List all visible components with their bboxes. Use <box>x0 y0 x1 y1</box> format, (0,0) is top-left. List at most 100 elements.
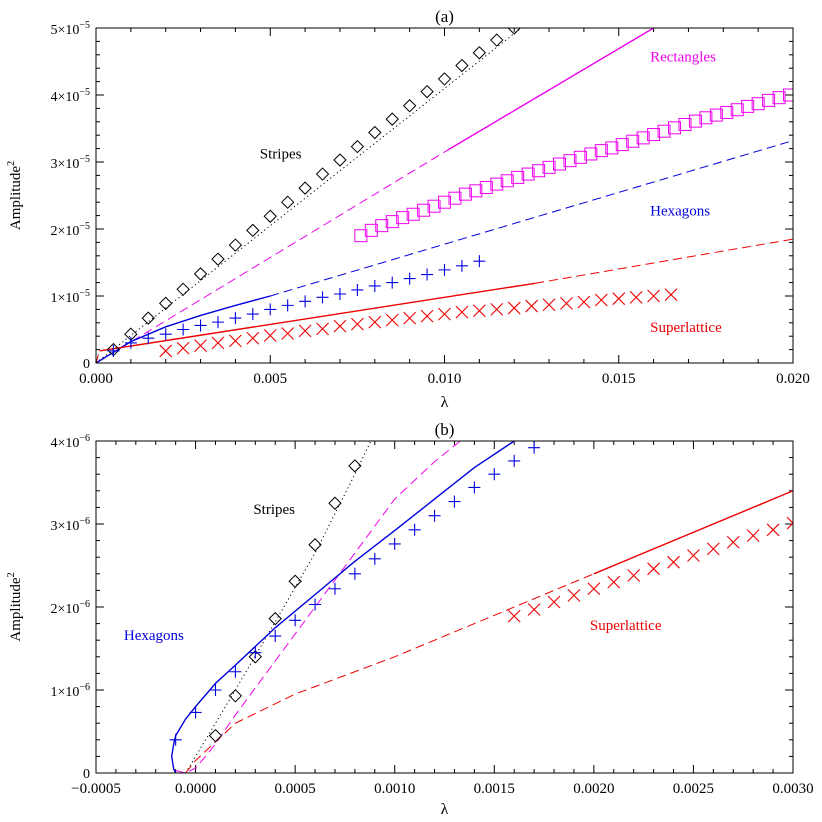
diamond-marker <box>228 689 243 703</box>
x-tick-label: 0.020 <box>776 371 810 387</box>
diamond-marker <box>248 650 263 664</box>
x-marker <box>385 313 399 327</box>
square-marker <box>406 207 420 221</box>
square-marker <box>521 167 535 181</box>
x-marker <box>159 344 173 358</box>
plus-marker <box>264 303 277 316</box>
panel-title: (b) <box>435 420 455 439</box>
diamond-marker <box>420 84 434 99</box>
plus-marker <box>448 495 461 508</box>
square-marker <box>584 147 598 161</box>
series-line <box>96 149 449 363</box>
diamond-marker <box>507 28 521 35</box>
square-marker <box>532 164 546 178</box>
square-marker <box>469 184 483 198</box>
series-line <box>593 490 793 575</box>
x-marker <box>281 327 295 340</box>
x-marker <box>612 292 626 306</box>
annotation-label: Superlattice <box>650 320 722 336</box>
x-marker <box>567 588 581 602</box>
diamond-marker <box>141 311 155 325</box>
diamond-marker <box>208 728 223 743</box>
plus-marker <box>473 255 486 268</box>
x-marker <box>664 288 678 302</box>
plus-marker <box>351 283 364 296</box>
x-tick-label: 0.0005 <box>275 781 316 797</box>
plot-frame <box>95 27 794 364</box>
square-marker <box>594 144 608 158</box>
x-marker <box>368 315 382 329</box>
diamond-marker <box>333 153 347 167</box>
square-marker <box>500 174 514 188</box>
square-marker <box>699 111 713 125</box>
panel-title: (a) <box>435 7 454 26</box>
annotation-label: Rectangles <box>650 50 716 66</box>
square-marker <box>741 99 755 113</box>
diamond-marker <box>268 611 282 626</box>
x-tick-label: −0.0005 <box>71 781 121 797</box>
x-tick-label: 0.000 <box>79 371 113 387</box>
plus-marker <box>488 468 501 481</box>
x-marker <box>577 295 591 309</box>
y-tick-base: 4×10 <box>50 90 79 105</box>
x-marker <box>746 529 760 543</box>
y-tick-base: 2×10 <box>50 602 79 617</box>
annotation-label: Hexagons <box>124 628 184 644</box>
plus-marker <box>386 276 399 289</box>
x-marker <box>507 609 521 623</box>
diamond-marker <box>328 496 342 510</box>
y-tick-label: 4×10−6 <box>50 433 90 451</box>
x-marker <box>607 575 621 589</box>
x-marker <box>687 549 700 562</box>
y-tick-exp: −6 <box>79 516 90 527</box>
square-marker <box>688 114 702 128</box>
series-line <box>96 350 100 363</box>
square-marker <box>709 108 723 122</box>
plot-area <box>169 441 793 773</box>
plus-marker <box>328 582 341 595</box>
diamond-marker <box>308 538 322 552</box>
plus-marker <box>368 279 381 292</box>
square-marker <box>354 229 368 243</box>
y-tick-base: 3×10 <box>50 157 79 172</box>
plus-marker <box>107 344 120 357</box>
square-marker <box>573 150 587 164</box>
y-axis-label-text: Amplitude <box>8 166 24 231</box>
x-tick-label: 0.0000 <box>175 781 216 797</box>
x-tick-label: 0.0030 <box>772 781 813 797</box>
diamond-marker <box>368 125 382 140</box>
x-marker <box>706 542 720 556</box>
diamond-marker <box>472 46 487 60</box>
plus-marker <box>455 259 468 272</box>
series-line <box>270 140 793 297</box>
y-axis-label: Amplitude2 <box>6 161 24 230</box>
diamond-marker <box>263 209 277 223</box>
y-tick-label: 0 <box>83 767 90 782</box>
plus-marker <box>209 684 222 696</box>
y-tick-base: 5×10 <box>50 23 79 38</box>
x-marker <box>527 603 541 616</box>
square-marker <box>657 124 671 138</box>
annotation-label: Stripes <box>253 502 295 518</box>
series-line <box>96 295 271 363</box>
square-marker <box>553 157 567 171</box>
square-marker <box>720 105 734 119</box>
square-marker <box>563 154 577 168</box>
y-tick-exp: −5 <box>79 20 90 31</box>
square-marker <box>458 187 472 201</box>
plus-marker <box>528 441 541 454</box>
x-marker <box>438 307 451 321</box>
x-tick-label: 0.010 <box>428 371 462 387</box>
square-marker <box>647 128 661 142</box>
x-marker <box>472 304 486 318</box>
y-tick-exp: −6 <box>79 599 90 610</box>
y-axis-label-exp: 2 <box>6 572 17 577</box>
y-tick-label: 1×10−6 <box>50 682 90 700</box>
y-tick-base: 2×10 <box>50 224 79 239</box>
y-axis-label: Amplitude2 <box>6 572 24 641</box>
square-marker <box>668 121 682 135</box>
series-line <box>447 28 654 151</box>
x-marker <box>403 311 417 325</box>
x-marker <box>298 324 312 338</box>
